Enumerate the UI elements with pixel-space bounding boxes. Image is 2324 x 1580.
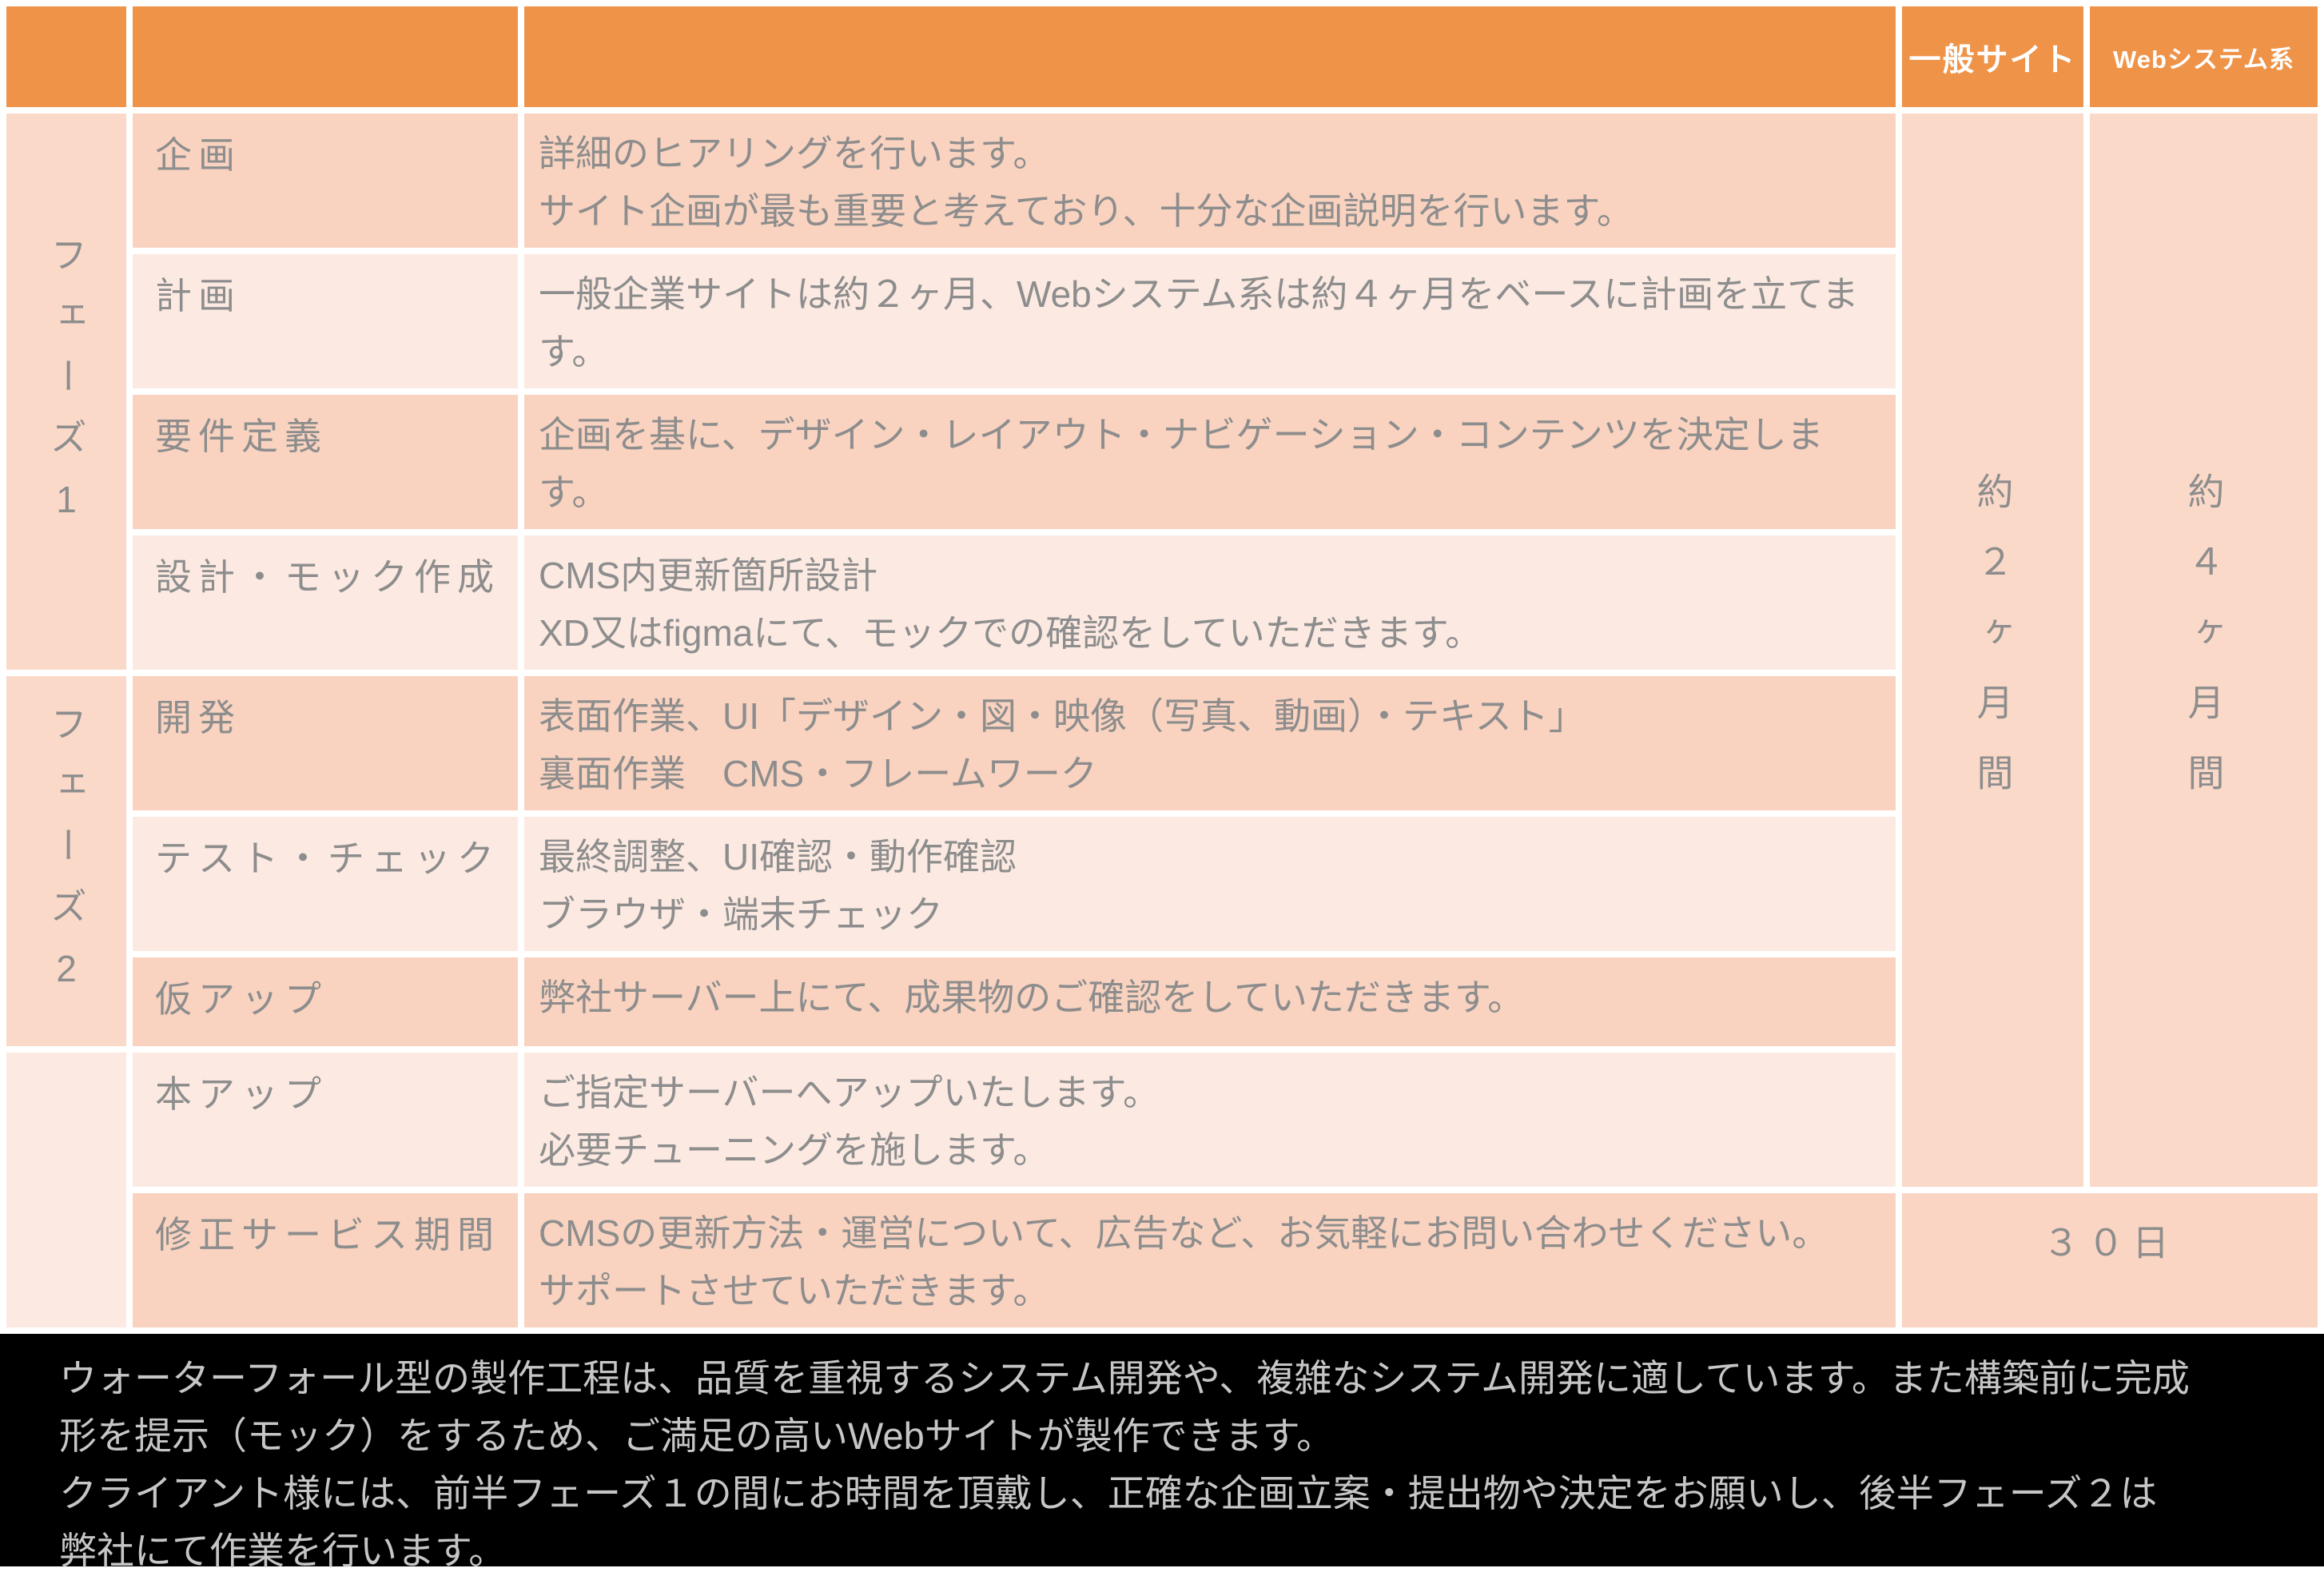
step-label-yoken: 要件定義 <box>133 395 518 529</box>
table-row: 設計・モック作成 CMS内更新箇所設計 XD又はfigmaにて、モックでの確認を… <box>6 535 2318 670</box>
header-phase-cell <box>6 6 126 107</box>
footer-paragraph-2: クライアント様には、前半フェーズ１の間にお時間を頂戴し、正確な企画立案・提出物や… <box>59 1472 2158 1572</box>
header-row: 一般サイト Webシステム系 <box>6 6 2318 107</box>
phase-1-label: フェーズ1 <box>46 235 87 544</box>
step-desc-test: 最終調整、UI確認・動作確認 ブラウザ・端末チェック <box>524 817 1896 951</box>
phase-1-cell: フェーズ1 <box>6 113 126 670</box>
duration-general-cell: 約２ヶ月間 <box>1902 113 2083 1187</box>
waterfall-process-table: 一般サイト Webシステム系 フェーズ1 企画 詳細のヒアリングを行います。 サ… <box>6 6 2318 1327</box>
step-desc-keikaku: 一般企業サイトは約２ヶ月、Webシステム系は約４ヶ月をベースに計画を立てます。 <box>524 254 1896 388</box>
table-row: テスト・チェック 最終調整、UI確認・動作確認 ブラウザ・端末チェック <box>6 817 2318 951</box>
header-desc-cell <box>524 6 1896 107</box>
step-desc-honup: ご指定サーバーへアップいたします。 必要チューニングを施します。 <box>524 1053 1896 1187</box>
header-web-system: Webシステム系 <box>2090 6 2318 107</box>
step-label-shusei: 修正サービス期間 <box>133 1193 518 1327</box>
table-row: 本アップ ご指定サーバーへアップいたします。 必要チューニングを施します。 <box>6 1053 2318 1327</box>
step-label-kikaku: 企画 <box>133 113 518 248</box>
step-desc-kariup: 弊社サーバー上にて、成果物のご確認をしていただきます。 <box>524 957 1896 1046</box>
revision-days-cell: ３０日 <box>1902 1193 2318 1327</box>
phase-empty-cell <box>6 1053 126 1327</box>
step-label-keikaku: 計画 <box>133 254 518 388</box>
footer-paragraph-1: ウォーターフォール型の製作工程は、品質を重視するシステム開発や、複雑なシステム開… <box>59 1357 2190 1457</box>
table-row: 修正サービス期間 CMSの更新方法・運営について、広告など、お気軽にお問い合わせ… <box>6 1193 2318 1327</box>
step-label-kaihatsu: 開発 <box>133 676 518 810</box>
step-desc-sekkei: CMS内更新箇所設計 XD又はfigmaにて、モックでの確認をしていただきます。 <box>524 535 1896 670</box>
step-label-kariup: 仮アップ <box>133 957 518 1046</box>
step-label-honup: 本アップ <box>133 1053 518 1187</box>
step-label-test: テスト・チェック <box>133 817 518 951</box>
duration-general-label: 約２ヶ月間 <box>1972 472 2014 824</box>
duration-system-cell: 約４ヶ月間 <box>2090 113 2318 1187</box>
header-general-site: 一般サイト <box>1902 6 2083 107</box>
table-row: フェーズ1 企画 詳細のヒアリングを行います。 サイト企画が最も重要と考えており… <box>6 113 2318 1187</box>
phase-2-cell: フェーズ2 <box>6 676 126 1046</box>
table-row: 要件定義 企画を基に、デザイン・レイアウト・ナビゲーション・コンテンツを決定しま… <box>6 395 2318 529</box>
step-label-sekkei: 設計・モック作成 <box>133 535 518 670</box>
phase-2-label: フェーズ2 <box>46 705 87 1013</box>
table-row: 仮アップ 弊社サーバー上にて、成果物のご確認をしていただきます。 <box>6 957 2318 1046</box>
step-desc-shusei: CMSの更新方法・運営について、広告など、お気軽にお問い合わせください。 サポー… <box>524 1193 1896 1327</box>
footer-note: ウォーターフォール型の製作工程は、品質を重視するシステム開発や、複雑なシステム開… <box>0 1334 2324 1572</box>
table-row: 計画 一般企業サイトは約２ヶ月、Webシステム系は約４ヶ月をベースに計画を立てま… <box>6 254 2318 388</box>
table-row: フェーズ2 開発 表面作業、UI「デザイン・図・映像（写真、動画）・テキスト」 … <box>6 676 2318 1046</box>
step-desc-kikaku: 詳細のヒアリングを行います。 サイト企画が最も重要と考えており、十分な企画説明を… <box>524 113 1896 248</box>
header-step-cell <box>133 6 518 107</box>
step-desc-yoken: 企画を基に、デザイン・レイアウト・ナビゲーション・コンテンツを決定します。 <box>524 395 1896 529</box>
step-desc-kaihatsu: 表面作業、UI「デザイン・図・映像（写真、動画）・テキスト」 裏面作業 CMS・… <box>524 676 1896 810</box>
duration-system-label: 約４ヶ月間 <box>2183 472 2225 824</box>
